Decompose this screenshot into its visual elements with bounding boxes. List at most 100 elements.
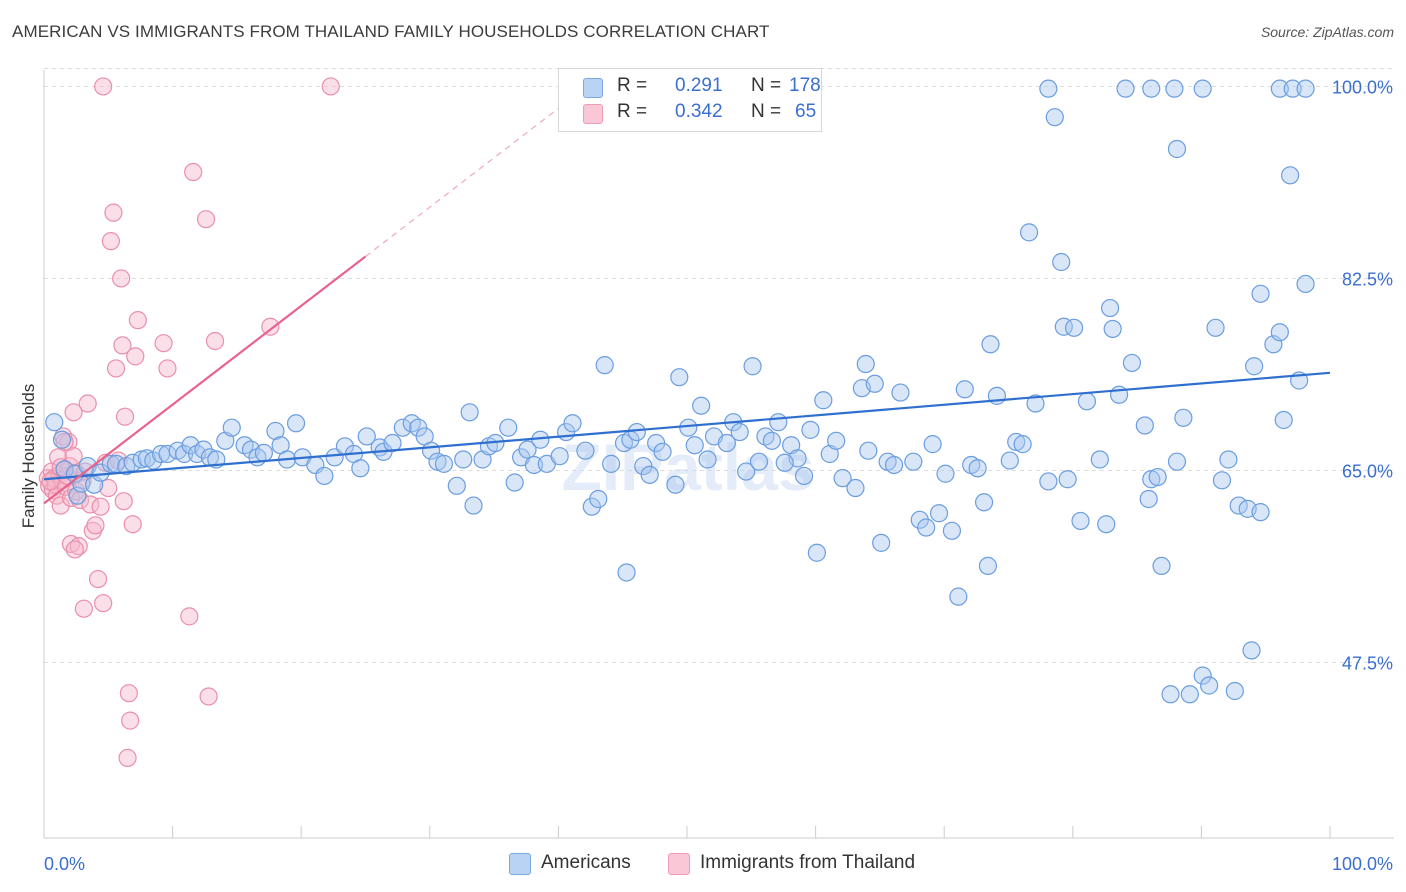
data-point-americans: [357, 427, 376, 446]
data-point-americans: [52, 430, 72, 449]
data-point-americans: [955, 380, 974, 399]
data-point-thailand: [154, 334, 173, 353]
data-point-thailand: [65, 540, 84, 559]
data-point-americans: [737, 462, 756, 481]
data-point-americans: [692, 396, 711, 415]
x-tick-label: 100.0%: [1332, 854, 1393, 874]
data-point-thailand: [205, 331, 225, 351]
trend-line-thailand-extension: [365, 98, 572, 257]
legend-r-value-thailand: 0.342: [675, 101, 723, 122]
data-point-thailand: [99, 478, 118, 498]
data-point-americans: [685, 436, 704, 455]
legend-r-value-americans: 0.291: [675, 75, 723, 96]
legend-swatch-thailand: [583, 104, 603, 124]
data-point-americans: [1212, 471, 1232, 490]
series-thailand-points: [38, 77, 340, 768]
data-point-americans: [1071, 511, 1090, 531]
axes: [43, 70, 1394, 839]
data-point-americans: [1251, 503, 1270, 522]
data-point-americans: [923, 435, 942, 454]
data-point-americans: [1097, 515, 1116, 534]
data-point-americans: [846, 478, 865, 498]
data-point-americans: [1064, 318, 1084, 337]
data-point-americans: [447, 476, 466, 495]
data-point-americans: [801, 420, 820, 439]
data-point-americans: [1193, 79, 1212, 98]
data-point-americans: [434, 454, 454, 473]
data-point-americans: [1270, 79, 1289, 98]
data-point-americans: [393, 418, 412, 437]
data-point-americans: [942, 521, 962, 540]
data-point-americans: [45, 413, 64, 432]
data-point-americans: [1274, 410, 1293, 430]
data-point-americans: [1174, 408, 1193, 427]
data-point-americans: [1167, 452, 1187, 471]
data-point-americans: [1116, 79, 1135, 98]
data-point-americans: [717, 433, 736, 453]
data-point-americans: [1165, 79, 1184, 98]
data-point-americans: [589, 489, 608, 509]
legend-n-label: N =: [751, 101, 782, 122]
data-point-americans: [949, 587, 968, 606]
data-point-americans: [653, 442, 672, 461]
data-point-americans: [454, 450, 473, 469]
data-point-thailand: [88, 569, 108, 589]
data-point-thailand: [106, 359, 126, 378]
data-point-americans: [730, 422, 749, 442]
data-point-thailand: [118, 748, 137, 768]
data-point-americans: [775, 453, 794, 472]
data-point-americans: [266, 421, 285, 441]
data-point-americans: [891, 383, 910, 402]
data-point-americans: [698, 450, 717, 469]
data-point-thailand: [41, 472, 60, 491]
data-point-thailand: [78, 394, 97, 413]
data-point-americans: [1100, 298, 1120, 318]
y-tick-label: 100.0%: [1332, 77, 1393, 97]
data-point-americans: [1281, 166, 1300, 185]
data-point-thailand: [64, 447, 83, 466]
data-point-americans: [505, 473, 524, 492]
data-point-americans: [1142, 79, 1161, 98]
data-point-americans: [679, 418, 698, 437]
data-point-americans: [743, 357, 762, 376]
data-point-americans: [1019, 223, 1039, 242]
data-point-americans: [1200, 676, 1219, 695]
data-point-thailand: [113, 336, 132, 355]
data-point-americans: [1103, 319, 1122, 339]
data-point-thailand: [55, 432, 74, 452]
data-point-americans: [762, 431, 781, 450]
data-point-americans: [524, 455, 544, 475]
y-axis-label: Family Households: [19, 384, 38, 529]
data-point-americans: [929, 504, 949, 523]
data-point-americans: [827, 431, 846, 450]
data-point-thailand: [51, 496, 70, 515]
data-point-thailand: [119, 684, 138, 703]
data-point-americans: [1193, 666, 1212, 685]
bottom-legend-label-thailand: Immigrants from Thailand: [700, 852, 916, 873]
data-point-thailand: [199, 687, 218, 706]
data-point-americans: [1225, 681, 1244, 701]
trend-lines: [43, 98, 1331, 505]
data-point-americans: [904, 452, 923, 471]
data-point-thailand: [94, 77, 113, 96]
data-point-americans: [968, 459, 987, 478]
bottom-legend-swatch-thailand: [668, 853, 690, 875]
data-point-americans: [978, 556, 998, 576]
data-point-americans: [315, 466, 334, 486]
data-point-americans: [1167, 139, 1187, 159]
data-point-americans: [1296, 274, 1315, 294]
data-point-americans: [865, 374, 884, 393]
data-point-thailand: [321, 77, 340, 96]
data-point-americans: [68, 486, 87, 505]
data-point-thailand: [196, 210, 216, 229]
series-americans-points: [45, 79, 1315, 704]
data-point-americans: [1000, 451, 1019, 470]
data-point-americans: [351, 459, 370, 478]
bottom-legend-swatch-americans: [509, 853, 531, 875]
data-point-americans: [1270, 323, 1289, 342]
data-point-americans: [1039, 79, 1058, 98]
data-point-americans: [640, 465, 659, 484]
data-point-thailand: [112, 269, 131, 288]
data-point-americans: [627, 422, 646, 442]
